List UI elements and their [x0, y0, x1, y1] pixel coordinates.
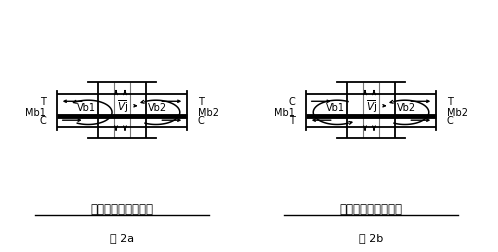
Text: C: C: [198, 116, 205, 126]
Text: Vb2: Vb2: [148, 102, 167, 112]
Text: C: C: [447, 116, 454, 126]
Text: T: T: [289, 116, 295, 126]
Text: T: T: [40, 97, 46, 107]
Text: Mb2: Mb2: [447, 107, 468, 117]
Text: C: C: [39, 116, 46, 126]
Text: 水平荷载下节点内力: 水平荷载下节点内力: [340, 203, 402, 216]
Text: 图 2b: 图 2b: [359, 232, 383, 242]
Text: Vb1: Vb1: [326, 102, 345, 112]
Text: T: T: [447, 97, 453, 107]
Text: 竖向荷载下节点内力: 竖向荷载下节点内力: [91, 203, 153, 216]
Text: Vb2: Vb2: [397, 102, 416, 112]
Text: Mb1: Mb1: [274, 107, 295, 117]
Text: $\overline{V}$j: $\overline{V}$j: [118, 98, 128, 115]
Text: $\overline{V}$j: $\overline{V}$j: [367, 98, 377, 115]
Text: C: C: [288, 97, 295, 107]
Text: T: T: [198, 97, 204, 107]
Text: Vb1: Vb1: [77, 102, 96, 112]
Text: Mb2: Mb2: [198, 107, 219, 117]
Text: 图 2a: 图 2a: [110, 232, 134, 242]
Text: Mb1: Mb1: [25, 107, 46, 117]
